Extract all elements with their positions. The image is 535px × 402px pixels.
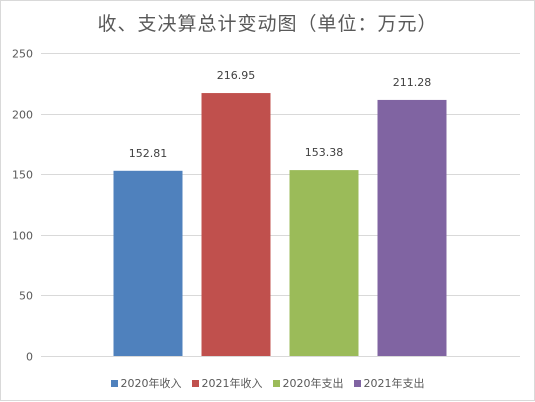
y-tick-label: 250 bbox=[12, 48, 33, 61]
data-label: 216.95 bbox=[217, 69, 256, 82]
legend-swatch bbox=[191, 379, 199, 387]
data-label: 153.38 bbox=[305, 146, 344, 159]
legend-item: 2020年支出 bbox=[272, 375, 344, 391]
legend-item: 2020年收入 bbox=[110, 375, 182, 391]
bar-2021年支出 bbox=[377, 99, 447, 356]
y-tick-label: 50 bbox=[19, 290, 33, 303]
bars bbox=[113, 93, 447, 356]
data-labels: 152.81 216.95 153.38 211.28 bbox=[129, 69, 432, 160]
y-axis-ticks: 0 50 100 150 200 250 bbox=[12, 48, 33, 364]
data-label: 211.28 bbox=[393, 76, 432, 89]
bar-2020年收入 bbox=[113, 170, 183, 356]
legend-label: 2020年收入 bbox=[120, 377, 182, 390]
legend-swatch bbox=[272, 379, 280, 387]
y-tick-label: 150 bbox=[12, 169, 33, 182]
legend-item: 2021年支出 bbox=[353, 375, 425, 391]
legend-item: 2021年收入 bbox=[191, 375, 263, 391]
y-tick-label: 200 bbox=[12, 109, 33, 122]
data-label: 152.81 bbox=[129, 147, 168, 160]
legend-label: 2021年收入 bbox=[201, 377, 263, 390]
bar-2020年支出 bbox=[289, 170, 359, 356]
y-tick-label: 0 bbox=[26, 351, 33, 364]
bar-2021年收入 bbox=[201, 93, 271, 356]
legend-swatch bbox=[353, 379, 361, 387]
legend-label: 2021年支出 bbox=[363, 377, 425, 390]
legend: 2020年收入 2021年收入 2020年支出 2021年支出 bbox=[1, 375, 534, 391]
gridlines bbox=[41, 53, 520, 357]
chart-title: 收、支决算总计变动图（单位：万元） bbox=[97, 13, 438, 35]
legend-label: 2020年支出 bbox=[282, 377, 344, 390]
y-tick-label: 100 bbox=[12, 230, 33, 243]
legend-swatch bbox=[110, 379, 118, 387]
